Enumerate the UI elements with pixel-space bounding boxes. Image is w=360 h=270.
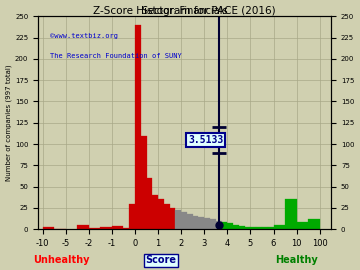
Bar	[175, 210, 181, 229]
Text: ©www.textbiz.org: ©www.textbiz.org	[50, 33, 118, 39]
Bar	[187, 214, 193, 229]
Bar	[297, 222, 308, 229]
Bar	[210, 219, 216, 229]
Bar	[129, 204, 135, 229]
Bar	[170, 208, 175, 229]
Bar	[112, 226, 123, 229]
Bar	[193, 215, 198, 229]
Bar	[308, 219, 320, 229]
Text: Sector: Financials: Sector: Financials	[142, 6, 228, 16]
Bar	[158, 199, 164, 229]
Bar	[77, 225, 89, 229]
Bar	[43, 228, 54, 229]
Bar	[256, 228, 262, 229]
Bar	[268, 228, 274, 229]
Bar	[285, 199, 297, 229]
Bar	[245, 227, 251, 229]
Bar	[198, 217, 204, 229]
Bar	[228, 223, 233, 229]
Bar	[164, 204, 170, 229]
Bar	[123, 228, 129, 229]
Text: 3.5133: 3.5133	[188, 135, 223, 145]
Bar	[100, 228, 112, 229]
Bar	[141, 136, 147, 229]
Bar	[221, 222, 228, 229]
Bar	[181, 212, 187, 229]
Text: Unhealthy: Unhealthy	[33, 255, 90, 265]
Title: Z-Score Histogram for PACE (2016): Z-Score Histogram for PACE (2016)	[93, 6, 276, 16]
Bar	[152, 195, 158, 229]
Bar	[251, 227, 256, 229]
Bar	[262, 228, 268, 229]
Bar	[204, 218, 210, 229]
Bar	[239, 226, 245, 229]
Text: Healthy: Healthy	[275, 255, 318, 265]
Y-axis label: Number of companies (997 total): Number of companies (997 total)	[5, 65, 12, 181]
Bar	[89, 228, 100, 229]
Bar	[274, 225, 285, 229]
Bar	[135, 25, 141, 229]
Text: The Research Foundation of SUNY: The Research Foundation of SUNY	[50, 53, 181, 59]
Bar	[233, 225, 239, 229]
Bar	[216, 221, 221, 229]
Bar	[147, 178, 152, 229]
Text: Score: Score	[146, 255, 177, 265]
